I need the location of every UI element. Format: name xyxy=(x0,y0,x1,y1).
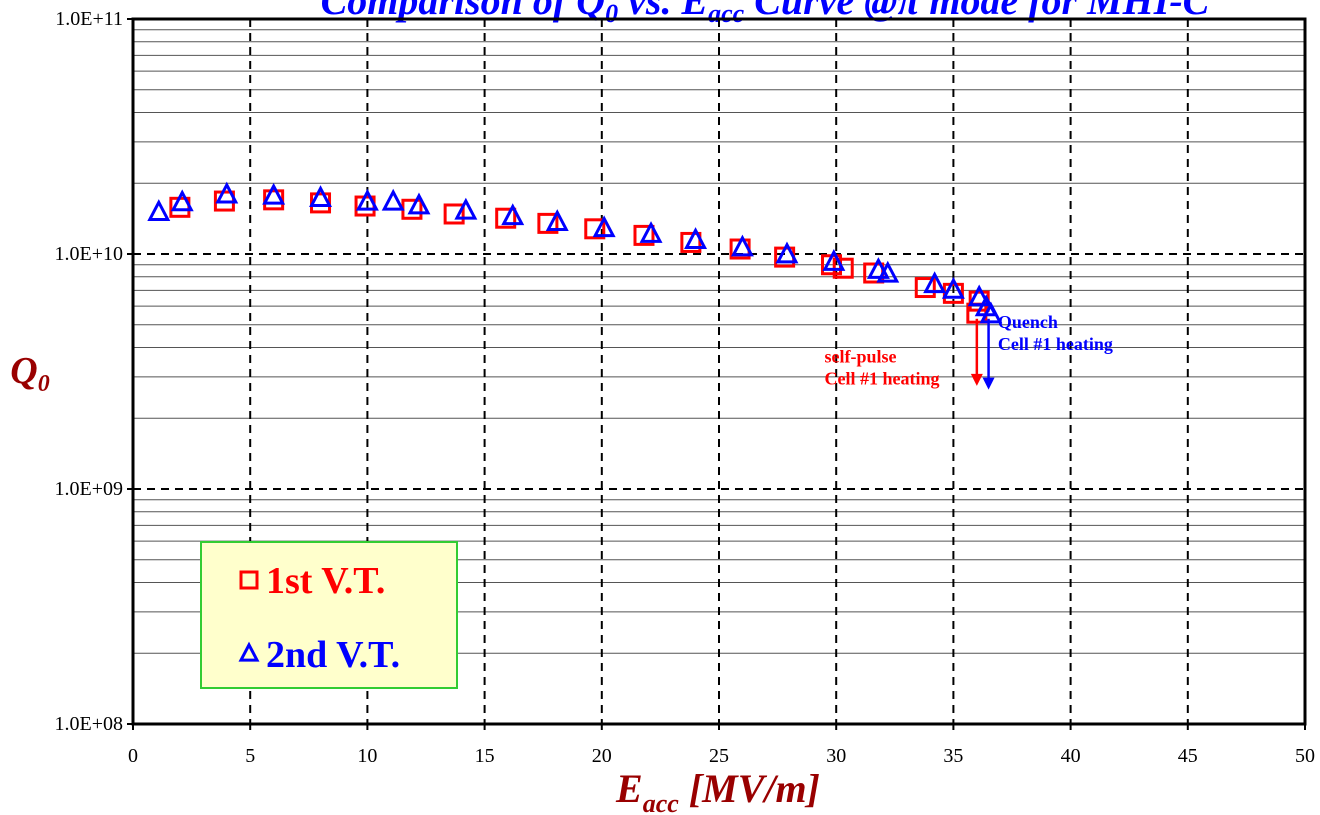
chart-title: Comparison of Q0 vs. Eacc Curve @π mode … xyxy=(321,0,1211,28)
data-point-square xyxy=(633,224,655,246)
legend-box xyxy=(200,541,458,689)
annotation-text: Cell #1 heating xyxy=(824,369,939,389)
x-tick-label: 25 xyxy=(709,745,729,767)
data-point-square xyxy=(537,212,559,234)
x-tick-label: 30 xyxy=(826,745,846,767)
x-tick-label: 45 xyxy=(1178,745,1198,767)
y-tick-label: 1.0E+09 xyxy=(55,478,124,500)
annotation-text: Quench xyxy=(998,312,1058,332)
data-point-triangle xyxy=(215,181,239,204)
data-point-triangle xyxy=(545,209,569,231)
annotation-text: self-pulse xyxy=(824,347,896,367)
data-point-triangle xyxy=(941,276,965,299)
x-tick-label: 20 xyxy=(592,745,612,767)
x-tick-label: 50 xyxy=(1295,745,1315,767)
data-point-triangle xyxy=(822,249,846,271)
y-axis-title: Q0 xyxy=(10,350,49,397)
x-axis: 0 5 10 15 20 25 30 35 40 45 50 xyxy=(128,724,1315,767)
data-point-triangle xyxy=(262,182,286,205)
data-point-square xyxy=(443,203,465,225)
data-point-triangle xyxy=(876,260,900,283)
x-tick-label: 35 xyxy=(943,745,963,767)
data-markers xyxy=(147,181,1003,324)
data-point-triangle xyxy=(923,271,947,294)
legend-marker xyxy=(239,570,259,590)
x-tick-label: 15 xyxy=(475,745,495,767)
data-point-triangle xyxy=(454,197,478,220)
data-point-triangle xyxy=(967,284,991,307)
data-point-triangle xyxy=(309,185,333,207)
data-point-triangle xyxy=(979,301,1003,324)
grid xyxy=(133,19,1305,724)
annotation-arrows xyxy=(970,318,995,390)
data-point-square xyxy=(495,207,517,229)
y-tick-label: 1.0E+11 xyxy=(55,8,123,30)
data-point-square xyxy=(263,189,285,211)
x-axis-title: Eacc [MV/m] xyxy=(615,766,820,815)
data-point-square xyxy=(942,282,964,304)
data-point-triangle xyxy=(381,188,405,211)
data-point-triangle xyxy=(639,221,663,243)
y-tick-label: 1.0E+10 xyxy=(55,243,124,265)
data-point-triangle xyxy=(730,234,754,257)
x-tick-label: 10 xyxy=(357,745,377,767)
y-tick-label: 1.0E+08 xyxy=(55,713,124,735)
annotation-text: Cell #1 heating xyxy=(998,334,1113,354)
data-point-triangle xyxy=(170,189,194,212)
data-point-triangle xyxy=(147,199,171,221)
legend-label: 2nd V.T. xyxy=(266,634,400,676)
y-axis: 1.0E+08 1.0E+09 1.0E+10 1.0E+11 xyxy=(55,8,133,735)
data-point-triangle xyxy=(355,188,379,211)
x-tick-label: 0 xyxy=(128,745,138,767)
data-point-triangle xyxy=(684,227,708,249)
data-point-triangle xyxy=(592,215,616,238)
data-point-square xyxy=(914,277,936,299)
x-tick-label: 40 xyxy=(1061,745,1081,767)
data-point-triangle xyxy=(407,192,431,215)
data-point-triangle xyxy=(501,203,525,226)
x-tick-label: 5 xyxy=(245,745,255,767)
legend-label: 1st V.T. xyxy=(266,560,385,602)
arrow-head xyxy=(970,373,983,386)
arrow-head xyxy=(982,377,995,390)
data-point-square xyxy=(680,231,702,253)
data-point-square xyxy=(584,218,606,240)
legend: 1st V.T. 2nd V.T. xyxy=(200,541,458,689)
data-point-triangle xyxy=(866,257,890,279)
data-point-triangle xyxy=(775,241,799,264)
legend-marker xyxy=(238,641,260,662)
